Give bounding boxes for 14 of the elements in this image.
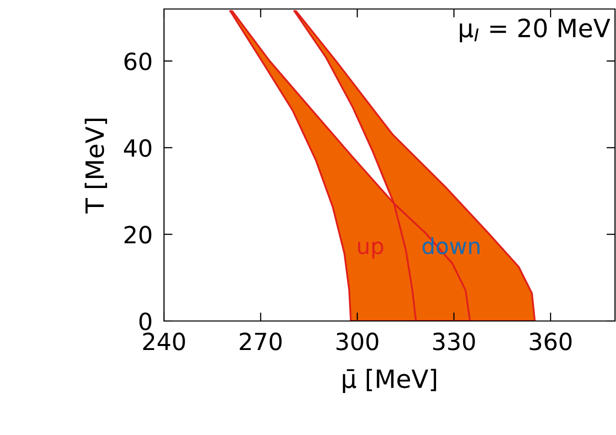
y-tick-label: 20 [124, 226, 152, 244]
y-tick-label: 0 [139, 312, 152, 330]
y-tick-label: 60 [124, 52, 152, 70]
x-tick-label: 270 [240, 332, 282, 350]
x-tick-label: 300 [336, 332, 378, 350]
x-tick-label: 360 [530, 332, 572, 350]
x-tick-label: 240 [143, 332, 185, 350]
x-tick-label: 330 [433, 332, 475, 350]
y-axis-title: T [MeV] [84, 118, 108, 214]
series-label: up [358, 242, 384, 259]
x-axis-title: μ̄ [MeV] [342, 368, 436, 394]
y-tick-label: 40 [124, 139, 152, 157]
annotation: μ$_{I}$ = 20 MeV [460, 18, 610, 42]
series-label: down [422, 237, 480, 254]
